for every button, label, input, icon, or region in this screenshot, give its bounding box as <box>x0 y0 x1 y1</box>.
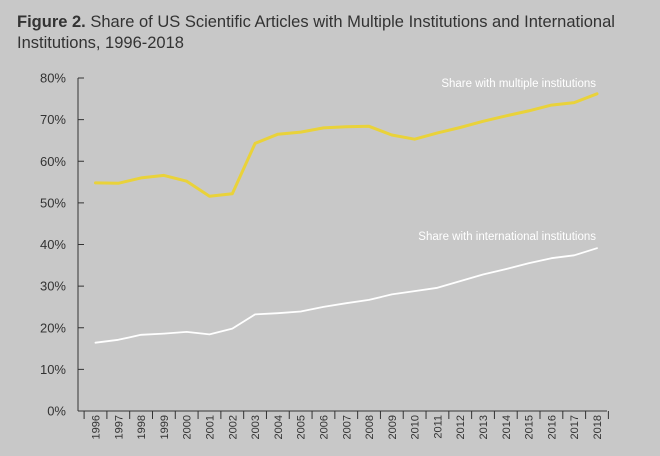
x-tick-label: 2007 <box>341 415 353 439</box>
x-tick-label: 1999 <box>159 415 171 439</box>
x-tick-label: 2017 <box>569 415 581 439</box>
x-tick-label: 2011 <box>432 415 444 439</box>
y-tick-label: 10% <box>40 362 66 377</box>
x-tick-label: 2016 <box>546 415 558 439</box>
x-tick-label: 2000 <box>182 415 194 439</box>
x-tick-label: 2009 <box>387 415 399 439</box>
x-tick-label: 2013 <box>478 415 490 439</box>
series-label-international-institutions: Share with international institutions <box>418 231 596 243</box>
chart-title: Figure 2. Share of US Scientific Article… <box>17 12 637 54</box>
series-label-multiple-institutions: Share with multiple institutions <box>441 78 596 90</box>
x-tick-label: 1996 <box>91 415 103 439</box>
x-tick-label: 2018 <box>592 415 604 439</box>
series-line-multiple-institutions <box>94 92 599 198</box>
x-tick-label: 1997 <box>113 415 125 439</box>
x-tick-label: 1998 <box>136 415 148 439</box>
y-tick-label: 0% <box>47 404 66 419</box>
x-tick-label: 2015 <box>524 415 536 439</box>
x-tick-label: 2002 <box>227 415 239 439</box>
y-tick-label: 50% <box>40 195 66 210</box>
y-tick-label: 70% <box>40 112 66 127</box>
x-tick-label: 2008 <box>364 415 376 439</box>
y-tick-label: 40% <box>40 237 66 252</box>
x-tick-label: 2005 <box>296 415 308 439</box>
x-tick-label: 2010 <box>410 415 422 439</box>
figure-label: Figure 2. <box>17 13 86 31</box>
y-tick-label: 60% <box>40 154 66 169</box>
y-tick-label: 80% <box>40 71 66 86</box>
x-tick-label: 2006 <box>318 415 330 439</box>
x-tick-label: 2003 <box>250 415 262 439</box>
x-tick-label: 2001 <box>204 415 216 439</box>
y-tick-label: 30% <box>40 279 66 294</box>
x-tick-label: 2014 <box>501 415 513 439</box>
y-tick-label: 20% <box>40 320 66 335</box>
series-line-international-institutions <box>94 247 598 344</box>
x-tick-label: 2012 <box>455 415 467 439</box>
x-tick-label: 2004 <box>273 415 285 439</box>
figure-title: Share of US Scientific Articles with Mul… <box>17 13 615 52</box>
